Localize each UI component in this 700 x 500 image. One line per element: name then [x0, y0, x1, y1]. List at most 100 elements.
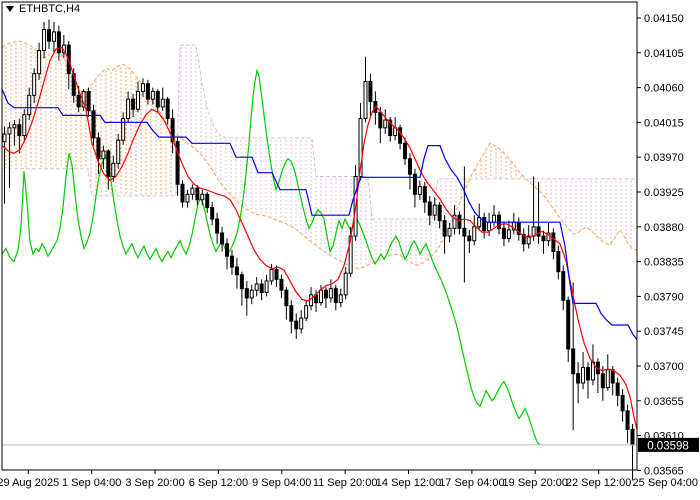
current-price-badge-bg	[638, 437, 699, 452]
candle-body	[462, 227, 467, 237]
time-axis-label: 29 Aug 2025	[0, 477, 59, 489]
candle-body	[155, 90, 160, 108]
price-axis-label: 0.03790	[644, 291, 684, 303]
candle-body	[556, 251, 561, 273]
candle-body	[610, 369, 615, 384]
candle-body	[585, 367, 590, 381]
candle-body	[432, 204, 437, 216]
candle-body	[472, 226, 477, 242]
symbol-selector[interactable]: ETHBTC,H4	[6, 3, 80, 15]
candle-body	[17, 124, 22, 137]
candle-body	[111, 162, 116, 178]
candle-body	[289, 305, 294, 322]
candle-body	[190, 187, 195, 195]
time-axis-label: 17 Sep 04:00	[439, 477, 504, 489]
candle-body	[383, 119, 388, 129]
candle-body	[244, 288, 249, 299]
candle-body	[140, 83, 145, 92]
candle-body	[239, 274, 244, 290]
price-axis-label: 0.03880	[644, 222, 684, 234]
price-axis-label: 0.03970	[644, 152, 684, 164]
time-axis-label: 9 Sep 04:00	[252, 477, 311, 489]
chart-frame	[1, 1, 638, 471]
candle-body	[249, 289, 254, 299]
candle-body	[185, 193, 190, 203]
candle-body	[492, 214, 497, 223]
candle-body	[269, 268, 274, 282]
kijun-sen-line	[1, 88, 638, 341]
candle-body	[501, 227, 506, 239]
candle-body	[299, 317, 304, 330]
time-axis-label: 22 Sep 12:00	[566, 477, 631, 489]
current-price-value: 0.03598	[647, 440, 689, 452]
candle-body	[625, 410, 630, 430]
candle-body	[22, 114, 27, 137]
time-axis-label: 11 Sep 20:00	[313, 477, 378, 489]
candle-body	[234, 266, 239, 276]
candle-body	[546, 232, 551, 242]
candle-body	[600, 373, 605, 389]
candle-body	[91, 110, 96, 139]
candle-body	[96, 137, 101, 160]
time-axis-label: 3 Sep 20:00	[125, 477, 184, 489]
candle-body	[259, 283, 264, 294]
candle-body	[437, 204, 442, 222]
candle-body	[571, 348, 576, 375]
price-axis-label: 0.04015	[644, 117, 684, 129]
candle-body	[541, 235, 546, 242]
time-axis-label: 19 Sep 20:00	[503, 477, 568, 489]
time-axis-label: 25 Sep 04:00	[633, 477, 698, 489]
time-axis-label: 1 Sep 04:00	[62, 477, 121, 489]
current-price-badge: 0.03598	[638, 437, 699, 452]
candle-body	[264, 280, 269, 294]
senkou-span-b-line	[2, 44, 637, 220]
candle-body	[467, 235, 472, 242]
price-axis-label: 0.04060	[644, 83, 684, 95]
candle-body	[521, 234, 526, 245]
price-axis-label: 0.04105	[644, 48, 684, 60]
candle-body	[121, 118, 126, 141]
candle-body	[403, 142, 408, 160]
candle-body	[126, 98, 131, 120]
candle-body	[328, 288, 333, 299]
candle-body	[630, 428, 635, 446]
candle-body	[304, 305, 309, 319]
chikou-span-line	[1, 68, 541, 446]
candle-body	[442, 220, 447, 237]
candle-body	[116, 139, 121, 164]
candle-body	[294, 320, 299, 330]
candle-body	[536, 226, 541, 237]
candle-body	[7, 127, 12, 135]
candle-body	[101, 150, 106, 160]
candle-body	[32, 73, 37, 96]
candle-body	[378, 111, 383, 129]
candle-body	[447, 227, 452, 237]
candle-body	[225, 243, 230, 257]
candle-body	[274, 268, 279, 280]
triangle-down-icon[interactable]	[6, 6, 14, 12]
candle-body	[279, 278, 284, 291]
candle-body	[506, 229, 511, 239]
candle-body	[200, 193, 205, 201]
candle-body	[551, 232, 556, 253]
candle-body	[333, 288, 338, 304]
candle-body	[412, 173, 417, 195]
tenkan-sen-line	[1, 46, 638, 430]
symbol-label: ETHBTC,H4	[19, 3, 81, 15]
time-axis-label: 6 Sep 12:00	[189, 477, 248, 489]
candle-body	[220, 232, 225, 245]
candle-body	[407, 158, 412, 175]
candle-body	[487, 221, 492, 232]
candle-body	[195, 187, 200, 201]
candle-body	[56, 31, 61, 54]
candles-layer	[2, 19, 635, 481]
price-axis-label: 0.03835	[644, 257, 684, 269]
price-axis-label: 0.03655	[644, 396, 684, 408]
candle-body	[254, 283, 259, 291]
candle-body	[457, 214, 462, 229]
candle-body	[422, 186, 427, 203]
candle-body	[210, 206, 215, 220]
candle-body	[417, 186, 422, 195]
